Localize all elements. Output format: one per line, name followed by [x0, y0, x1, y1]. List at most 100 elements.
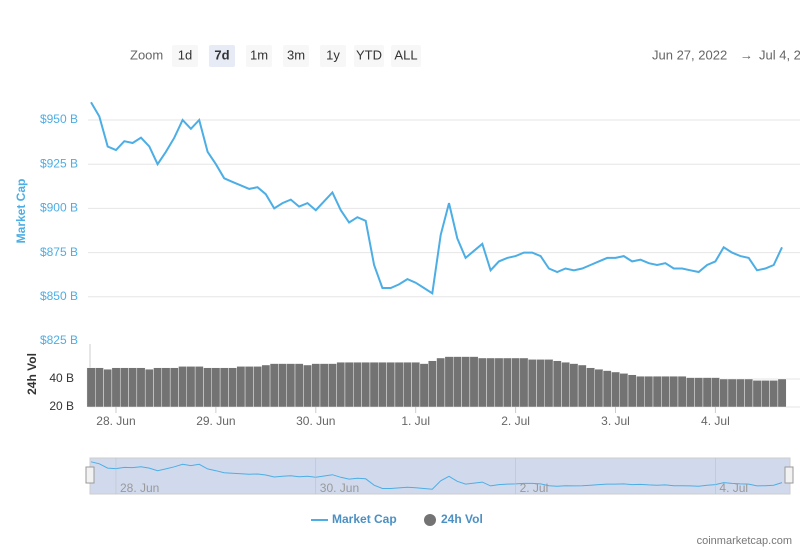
y-tick-label: $875 B: [40, 245, 78, 259]
zoom-button-label[interactable]: 7d: [214, 47, 229, 62]
volume-bar: [219, 367, 229, 408]
volume-bar: [128, 367, 138, 408]
volume-bar: [161, 367, 171, 408]
volume-bar: [278, 363, 287, 408]
zoom-button-label[interactable]: 1d: [178, 47, 192, 62]
volume-bar: [336, 362, 346, 408]
volume-bar: [394, 362, 404, 408]
date-to[interactable]: Jul 4, 2022: [759, 47, 800, 62]
x-tick-label: 2. Jul: [501, 414, 530, 428]
zoom-button[interactable]: [209, 45, 235, 67]
navigator-selection[interactable]: [89, 457, 791, 495]
volume-bar: [369, 362, 379, 408]
volume-bar: [286, 363, 296, 408]
volume-bar: [319, 363, 329, 408]
zoom-button[interactable]: [172, 45, 198, 67]
volume-bar: [444, 356, 454, 408]
volume-bar: [411, 362, 421, 408]
volume-bar: [652, 376, 662, 408]
volume-bar: [269, 363, 279, 408]
volume-bar: [627, 374, 637, 408]
navigator-label: 4. Jul: [719, 481, 748, 495]
volume-bar: [661, 376, 670, 408]
volume-bar: [95, 367, 104, 408]
zoom-button-label[interactable]: 1m: [250, 47, 268, 62]
volume-bar: [211, 367, 221, 408]
zoom-button-label[interactable]: ALL: [394, 47, 417, 62]
y-tick-label: $950 B: [40, 112, 78, 126]
volume-bar: [169, 367, 179, 408]
volume-bar: [611, 371, 620, 408]
volume-bar: [178, 366, 187, 408]
volume-bar: [244, 366, 254, 408]
volume-bar: [669, 376, 679, 408]
volume-bar: [727, 378, 737, 408]
volume-bar: [153, 367, 163, 408]
volume-bar: [619, 373, 629, 408]
volume-bar: [403, 362, 412, 408]
zoom-button[interactable]: [246, 45, 272, 67]
date-from[interactable]: Jun 27, 2022: [652, 47, 727, 62]
zoom-button-label[interactable]: 3m: [287, 47, 305, 62]
volume-bar: [494, 357, 504, 408]
zoom-button[interactable]: [320, 45, 346, 67]
legend-label[interactable]: 24h Vol: [441, 512, 483, 526]
volume-bar: [378, 362, 387, 408]
zoom-button-label[interactable]: YTD: [356, 47, 382, 62]
volume-bar: [519, 357, 529, 408]
volume-bar: [386, 362, 396, 408]
legend-marker[interactable]: [424, 514, 436, 526]
x-tick-label: 28. Jun: [96, 414, 135, 428]
navigator-handle[interactable]: [85, 466, 95, 484]
zoom-label: Zoom: [130, 47, 163, 62]
volume-bar: [711, 377, 720, 408]
volume-bar: [111, 367, 121, 408]
volume-bar: [328, 363, 337, 408]
volume-bar: [236, 366, 246, 408]
volume-bar: [469, 356, 479, 408]
y-tick-label: $925 B: [40, 156, 78, 170]
volume-bar: [577, 364, 587, 408]
navigator-label: 28. Jun: [120, 481, 159, 495]
volume-bar: [561, 362, 570, 408]
volume-bar: [502, 357, 512, 408]
volume-bar: [436, 357, 446, 408]
volume-bar: [453, 356, 462, 408]
volume-bar: [344, 362, 354, 408]
volume-bar: [294, 363, 304, 408]
volume-bar: [586, 367, 595, 408]
volume-bar: [544, 359, 554, 408]
volume-bar: [536, 359, 545, 408]
navigator-label: 2. Jul: [520, 481, 549, 495]
y-tick-label: $850 B: [40, 289, 78, 303]
volume-bar: [694, 377, 704, 408]
navigator-line: [90, 461, 783, 490]
volume-bar: [253, 366, 262, 408]
volume-bar: [761, 380, 770, 408]
volume-bar: [777, 378, 787, 408]
volume-bar: [228, 367, 237, 408]
volume-bar: [103, 369, 113, 408]
x-tick-label: 1. Jul: [401, 414, 430, 428]
volume-bar: [569, 363, 579, 408]
zoom-button[interactable]: [354, 45, 384, 67]
volume-bar: [552, 360, 562, 408]
legend-label[interactable]: Market Cap: [332, 512, 397, 526]
volume-bar: [120, 367, 129, 408]
volume-bar: [194, 366, 204, 408]
volume-bar: [186, 366, 196, 408]
market-cap-line: [90, 101, 783, 295]
volume-bar: [686, 377, 695, 408]
volume-bar: [719, 378, 729, 408]
volume-bar: [144, 369, 154, 408]
zoom-button[interactable]: [391, 45, 421, 67]
volume-bar: [702, 377, 712, 408]
zoom-button-label[interactable]: 1y: [326, 47, 340, 62]
navigator-handle[interactable]: [784, 466, 794, 484]
zoom-button[interactable]: [283, 45, 309, 67]
volume-bar: [419, 363, 429, 408]
volume-bar: [602, 370, 612, 408]
y-tick-label: $900 B: [40, 201, 78, 215]
volume-bar: [303, 364, 312, 408]
